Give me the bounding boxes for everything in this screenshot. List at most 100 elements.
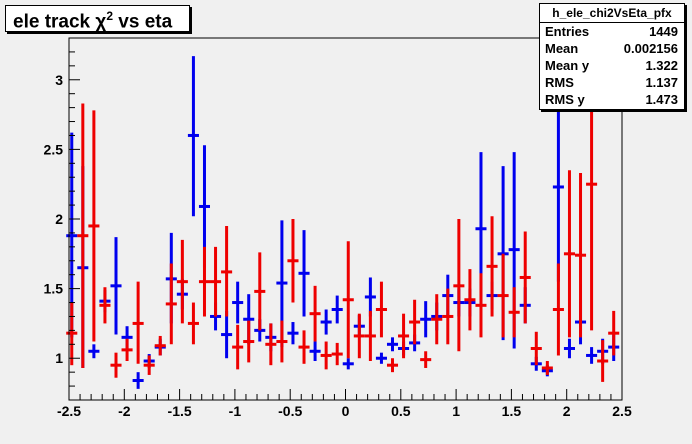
red-series-point: [398, 313, 410, 359]
y-tick-label: 1.5: [44, 281, 64, 297]
blue-series-point: [386, 337, 399, 352]
red-series-point: [331, 342, 343, 366]
chart-title: ele track χ2 vs eta: [13, 9, 172, 33]
blue-series-point: [420, 301, 432, 338]
red-series-point: [254, 252, 266, 331]
blue-series-point: [364, 277, 376, 317]
red-series-point: [597, 340, 609, 382]
stats-key: Mean: [545, 41, 579, 56]
stats-row-rms: RMS 1.137: [540, 74, 684, 91]
red-series-point: [132, 281, 144, 364]
red-series-point: [176, 239, 188, 324]
stats-histogram-name: h_ele_chi2VsEta_pfx: [540, 4, 684, 23]
chart-title-superscript: 2: [106, 9, 114, 23]
stats-value: 1.473: [645, 92, 678, 107]
red-series-point: [453, 219, 465, 352]
y-tick-label: 2.5: [44, 141, 64, 157]
blue-series-point: [232, 281, 244, 324]
stats-row-rms-y: RMS y 1.473: [540, 91, 684, 108]
x-tick-label: 1.5: [502, 403, 522, 419]
red-series-point: [187, 302, 199, 345]
red-series-point: [265, 323, 277, 366]
red-series-point: [519, 231, 531, 324]
y-tick-label: 3: [55, 72, 63, 88]
blue-series-point: [375, 352, 387, 364]
red-series-point: [110, 352, 122, 378]
y-tick-label: 1: [55, 350, 63, 366]
blue-series-point: [298, 230, 310, 317]
blue-series-point: [287, 322, 299, 345]
red-series-point: [77, 103, 89, 368]
red-series-point: [232, 324, 244, 370]
red-series-point: [486, 216, 498, 317]
x-tick-label: 1: [452, 403, 460, 419]
axes: -2.5 -2 -1.5 -1 -0.5 0 0.5 1 1.5 2 2.5 1 1.5 2 2.5 3: [44, 37, 632, 419]
red-series-point: [154, 335, 166, 356]
stats-value: 0.002156: [623, 41, 678, 56]
stats-key: Entries: [545, 24, 590, 39]
x-tick-label: 2: [563, 403, 571, 419]
x-tick-label: 0.5: [391, 403, 411, 419]
chart-title-main: ele track χ: [13, 11, 107, 33]
stats-value: 1.137: [645, 75, 678, 90]
red-series-point: [143, 355, 155, 375]
blue-series-point: [563, 338, 575, 359]
red-series-point: [342, 241, 354, 359]
blue-series-point: [110, 237, 122, 335]
red-series-point: [364, 310, 376, 362]
red-series-point: [541, 361, 553, 375]
blue-series-point: [187, 56, 199, 217]
blue-series-point: [320, 309, 332, 335]
red-series-point: [165, 263, 177, 345]
y-tick-label: 2: [55, 211, 63, 227]
x-tick-label: -1: [229, 403, 242, 419]
x-tick-label: -2.5: [57, 403, 81, 419]
red-series-point: [420, 351, 432, 368]
stats-row-mean-y: Mean y 1.322: [540, 57, 684, 74]
red-series-point: [353, 313, 365, 359]
red-series-point: [221, 225, 233, 317]
blue-series-point: [221, 310, 233, 359]
red-series-point: [309, 285, 321, 342]
blue-series-point: [342, 358, 354, 370]
red-series-point: [287, 219, 299, 303]
red-series-point: [475, 273, 487, 338]
data-markers: [66, 38, 620, 389]
x-tick-label: 0: [342, 403, 350, 419]
stats-row-mean: Mean 0.002156: [540, 40, 684, 57]
red-series-point: [552, 263, 564, 356]
red-series-point: [574, 173, 587, 338]
red-series-point: [386, 358, 399, 373]
red-series-point: [243, 320, 255, 363]
red-series-point: [66, 302, 78, 366]
blue-series-point: [552, 93, 564, 282]
red-series-point: [608, 310, 620, 356]
red-series-point: [508, 287, 520, 338]
red-series-point: [99, 287, 111, 324]
stats-value: 1.322: [645, 58, 678, 73]
stats-key: RMS y: [545, 92, 585, 107]
stats-key: Mean y: [545, 58, 590, 73]
x-tick-label: -0.5: [278, 403, 302, 419]
statistics-box: h_ele_chi2VsEta_pfx Entries 1449 Mean 0.…: [539, 3, 685, 110]
red-series-point: [497, 253, 509, 338]
stats-row-entries: Entries 1449: [540, 23, 684, 40]
red-series-point: [431, 294, 443, 345]
red-series-point: [320, 341, 332, 370]
chart-title-box: ele track χ2 vs eta: [5, 5, 190, 32]
chart-title-rest: vs eta: [113, 11, 173, 33]
red-series-point: [530, 331, 542, 366]
red-series-point: [198, 246, 211, 317]
red-series-point: [121, 338, 133, 362]
blue-series-point: [331, 295, 343, 324]
x-tick-label: -2: [118, 403, 131, 419]
red-series-point: [276, 320, 288, 363]
red-series-point: [298, 330, 310, 364]
red-series-point: [409, 299, 421, 345]
red-series-point: [88, 110, 100, 342]
red-series-point: [210, 246, 222, 317]
blue-series-point: [132, 372, 144, 389]
blue-series-point: [586, 347, 598, 364]
x-tick-label: 2.5: [612, 403, 632, 419]
x-tick-label: -1.5: [168, 403, 192, 419]
